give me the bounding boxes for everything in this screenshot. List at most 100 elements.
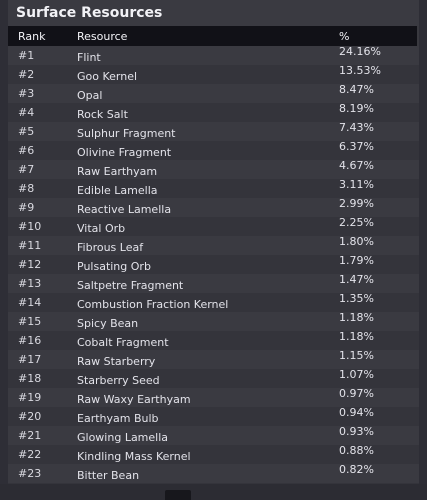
- resource-table-body: #1 Flint 24.16% #2 Goo Kernel 13.53% #3 Opal 8.4…: [8, 45, 419, 500]
- resource-cell: Combustion Fraction Kernel: [77, 298, 229, 311]
- resource-cell: Vital Orb: [77, 222, 126, 235]
- percent-cell: 1.18%: [339, 311, 374, 324]
- table-row[interactable]: #1 Flint 24.16%: [8, 45, 419, 65]
- resource-cell: Sulphur Fragment: [77, 127, 176, 140]
- resource-cell: Rock Salt: [77, 108, 128, 121]
- rank-cell: #14: [18, 296, 42, 309]
- rank-cell: #15: [18, 315, 42, 328]
- percent-cell: 8.47%: [339, 83, 374, 96]
- table-row[interactable]: #20 Earthyam Bulb 0.94%: [8, 406, 419, 426]
- percent-cell: 4.67%: [339, 159, 374, 172]
- rank-cell: #22: [18, 448, 42, 461]
- table-row[interactable]: #15 Spicy Bean 1.18%: [8, 311, 419, 331]
- resource-cell: Raw Starberry: [77, 355, 156, 368]
- table-row[interactable]: #12 Pulsating Orb 1.79%: [8, 254, 419, 274]
- resource-cell: Raw Waxy Earthyam: [77, 393, 191, 406]
- table-row[interactable]: #22 Kindling Mass Kernel 0.88%: [8, 444, 419, 464]
- right-scroll-strip[interactable]: [419, 0, 427, 500]
- rank-cell: #2: [18, 68, 35, 81]
- bottom-toolbar-chip[interactable]: [165, 490, 191, 500]
- percent-cell: 2.99%: [339, 197, 374, 210]
- table-header: Rank Resource %: [8, 26, 417, 46]
- table-row[interactable]: #17 Raw Starberry 1.15%: [8, 349, 419, 369]
- percent-cell: 0.93%: [339, 425, 374, 438]
- percent-cell: 13.53%: [339, 64, 381, 77]
- resource-cell: Bitter Bean: [77, 469, 140, 482]
- resource-cell: Raw Earthyam: [77, 165, 158, 178]
- resource-cell: Cobalt Fragment: [77, 336, 169, 349]
- resource-cell: Spicy Bean: [77, 317, 139, 330]
- percent-cell: 1.47%: [339, 273, 374, 286]
- percent-cell: 0.94%: [339, 406, 374, 419]
- table-row[interactable]: #4 Rock Salt 8.19%: [8, 102, 419, 122]
- table-row[interactable]: #8 Edible Lamella 3.11%: [8, 178, 419, 198]
- resource-cell: Saltpetre Fragment: [77, 279, 184, 292]
- percent-cell: 7.43%: [339, 121, 374, 134]
- resource-cell: Goo Kernel: [77, 70, 138, 83]
- resource-cell: Earthyam Bulb: [77, 412, 159, 425]
- left-background-strip: [0, 0, 8, 500]
- table-row[interactable]: #6 Olivine Fragment 6.37%: [8, 140, 419, 160]
- rank-cell: #19: [18, 391, 42, 404]
- percent-cell: 3.11%: [339, 178, 374, 191]
- table-row[interactable]: #7 Raw Earthyam 4.67%: [8, 159, 419, 179]
- rank-cell: #10: [18, 220, 42, 233]
- rank-cell: #16: [18, 334, 42, 347]
- percent-cell: 2.25%: [339, 216, 374, 229]
- table-row[interactable]: #11 Fibrous Leaf 1.80%: [8, 235, 419, 255]
- percent-cell: 1.18%: [339, 330, 374, 343]
- rank-cell: #9: [18, 201, 35, 214]
- rank-cell: #6: [18, 144, 35, 157]
- rank-cell: #20: [18, 410, 42, 423]
- percent-cell: 6.37%: [339, 140, 374, 153]
- table-row[interactable]: #10 Vital Orb 2.25%: [8, 216, 419, 236]
- table-row[interactable]: #9 Reactive Lamella 2.99%: [8, 197, 419, 217]
- table-row[interactable]: #19 Raw Waxy Earthyam 0.97%: [8, 387, 419, 407]
- percent-cell: 1.07%: [339, 368, 374, 381]
- table-row[interactable]: #23 Bitter Bean 0.82%: [8, 463, 419, 483]
- resource-cell: Kindling Mass Kernel: [77, 450, 191, 463]
- table-row[interactable]: #5 Sulphur Fragment 7.43%: [8, 121, 419, 141]
- table-row[interactable]: #3 Opal 8.47%: [8, 83, 419, 103]
- resource-cell: Flint: [77, 51, 101, 64]
- resource-cell: Fibrous Leaf: [77, 241, 144, 254]
- rank-cell: #11: [18, 239, 42, 252]
- resource-cell: Edible Lamella: [77, 184, 158, 197]
- percent-cell: 8.19%: [339, 102, 374, 115]
- rank-cell: #21: [18, 429, 42, 442]
- percent-cell: 0.88%: [339, 444, 374, 457]
- percent-cell: 1.35%: [339, 292, 374, 305]
- percent-cell: 1.15%: [339, 349, 374, 362]
- bottom-toolbar: [0, 484, 427, 500]
- percent-cell: 0.97%: [339, 387, 374, 400]
- resource-cell: Opal: [77, 89, 103, 102]
- resource-cell: Pulsating Orb: [77, 260, 151, 273]
- resource-cell: Olivine Fragment: [77, 146, 172, 159]
- header-rank: Rank: [18, 29, 46, 43]
- surface-resources-panel: Surface Resources Rank Resource % #1 Flin…: [8, 0, 419, 500]
- resource-cell: Glowing Lamella: [77, 431, 169, 444]
- header-percent: %: [339, 29, 350, 43]
- resource-cell: Reactive Lamella: [77, 203, 172, 216]
- table-row[interactable]: #13 Saltpetre Fragment 1.47%: [8, 273, 419, 293]
- rank-cell: #1: [18, 49, 35, 62]
- rank-cell: #3: [18, 87, 35, 100]
- rank-cell: #17: [18, 353, 42, 366]
- rank-cell: #8: [18, 182, 35, 195]
- rank-cell: #4: [18, 106, 35, 119]
- rank-cell: #5: [18, 125, 35, 138]
- resource-cell: Starberry Seed: [77, 374, 160, 387]
- rank-cell: #18: [18, 372, 42, 385]
- percent-cell: 1.79%: [339, 254, 374, 267]
- table-row[interactable]: #16 Cobalt Fragment 1.18%: [8, 330, 419, 350]
- table-row[interactable]: #2 Goo Kernel 13.53%: [8, 64, 419, 84]
- table-row[interactable]: #18 Starberry Seed 1.07%: [8, 368, 419, 388]
- header-resource: Resource: [77, 29, 128, 43]
- rank-cell: #13: [18, 277, 42, 290]
- rank-cell: #7: [18, 163, 35, 176]
- rank-cell: #23: [18, 467, 42, 480]
- table-row[interactable]: #14 Combustion Fraction Kernel 1.35%: [8, 292, 419, 312]
- percent-cell: 0.82%: [339, 463, 374, 476]
- table-row[interactable]: #21 Glowing Lamella 0.93%: [8, 425, 419, 445]
- rank-cell: #12: [18, 258, 42, 271]
